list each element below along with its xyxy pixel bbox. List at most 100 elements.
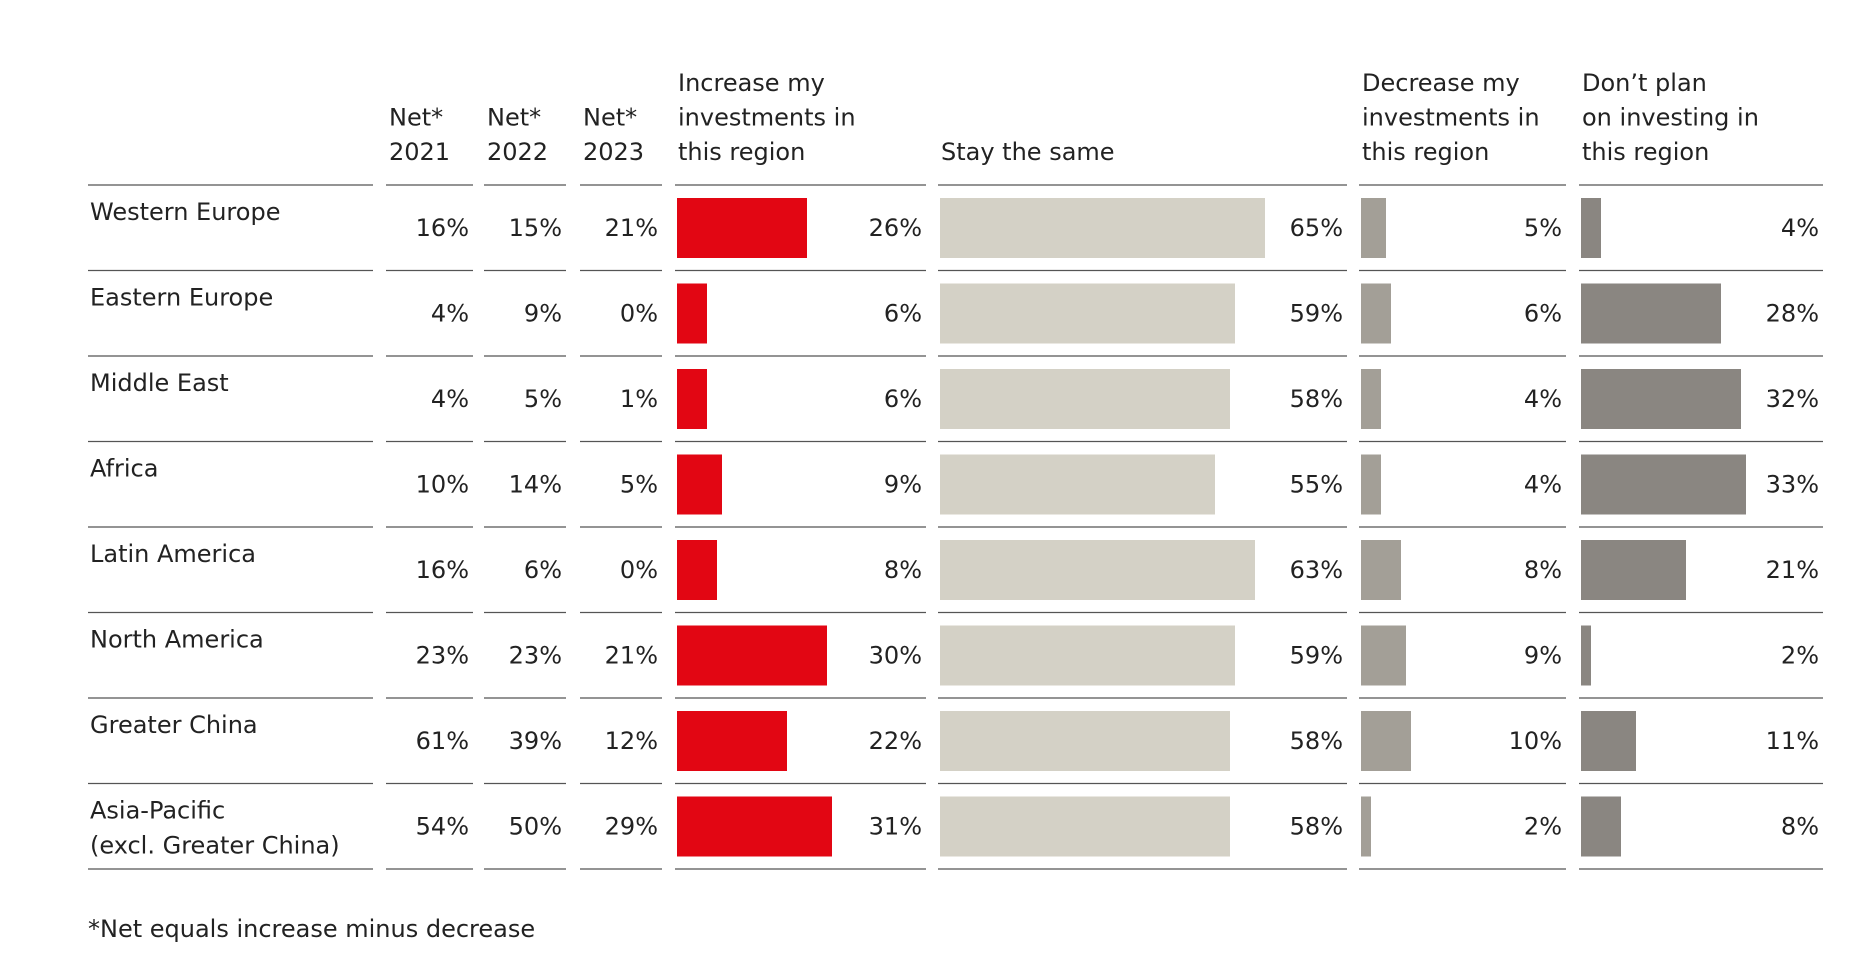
decrease-bar (1361, 796, 1371, 857)
header-decrease-line-2: investments in (1362, 104, 1540, 132)
header-net2023-line-1: Net* (583, 104, 637, 132)
net2023-value: 0% (620, 556, 658, 584)
header-net2021-line-2: 2021 (389, 138, 450, 166)
decrease-value: 2% (1524, 813, 1562, 841)
increase-value: 30% (869, 642, 922, 670)
decrease-bar (1361, 711, 1411, 771)
table-row: North America 23% 23% 21% 30% 59% 9% 2% (90, 625, 1819, 686)
increase-value: 26% (869, 214, 922, 242)
increase-value: 8% (884, 556, 922, 584)
header-noplan-line-3: this region (1582, 138, 1709, 166)
decrease-value: 6% (1524, 300, 1562, 328)
net2021-value: 4% (431, 300, 469, 328)
decrease-value: 5% (1524, 214, 1562, 242)
net2021-value: 4% (431, 385, 469, 413)
net2021-value: 16% (416, 556, 469, 584)
increase-value: 6% (884, 300, 922, 328)
increase-bar (677, 198, 807, 258)
net2023-value: 1% (620, 385, 658, 413)
decrease-value: 8% (1524, 556, 1562, 584)
same-bar (940, 796, 1230, 857)
region-label: Western Europe (90, 198, 280, 226)
decrease-bar (1361, 198, 1386, 258)
table-row: Eastern Europe 4% 9% 0% 6% 59% 6% 28% (90, 283, 1819, 344)
region-label: Africa (90, 455, 158, 483)
decrease-value: 10% (1509, 727, 1562, 755)
header-net2022-line-1: Net* (487, 104, 541, 132)
decrease-value: 4% (1524, 471, 1562, 499)
same-value: 58% (1290, 727, 1343, 755)
table-row: Greater China 61% 39% 12% 22% 58% 10% 11% (90, 711, 1819, 771)
increase-bar (677, 283, 707, 344)
decrease-bar (1361, 454, 1381, 515)
net2023-value: 0% (620, 300, 658, 328)
table-row: Latin America 16% 6% 0% 8% 63% 8% 21% (90, 540, 1819, 600)
noplan-value: 33% (1766, 471, 1819, 499)
region-label: Latin America (90, 540, 256, 568)
same-bar (940, 454, 1215, 515)
net2023-value: 5% (620, 471, 658, 499)
same-value: 58% (1290, 385, 1343, 413)
net2023-value: 21% (605, 214, 658, 242)
same-bar (940, 625, 1235, 686)
increase-bar (677, 796, 832, 857)
noplan-bar (1581, 283, 1721, 344)
table-row: Africa 10% 14% 5% 9% 55% 4% 33% (90, 454, 1819, 515)
header-net2023-line-2: 2023 (583, 138, 644, 166)
noplan-bar (1581, 625, 1591, 686)
header-increase-line-3: this region (678, 138, 805, 166)
net2022-value: 39% (509, 727, 562, 755)
net2022-value: 50% (509, 813, 562, 841)
increase-value: 22% (869, 727, 922, 755)
decrease-bar (1361, 283, 1391, 344)
net2021-value: 61% (416, 727, 469, 755)
footnote: *Net equals increase minus decrease (88, 915, 535, 943)
same-bar (940, 540, 1255, 600)
noplan-value: 28% (1766, 300, 1819, 328)
header-decrease-line-3: this region (1362, 138, 1489, 166)
region-label: Asia-Pacific (90, 797, 225, 825)
increase-value: 9% (884, 471, 922, 499)
header-increase-line-2: investments in (678, 104, 856, 132)
header-same-line-1: Stay the same (941, 138, 1115, 166)
decrease-value: 4% (1524, 385, 1562, 413)
header-increase-line-1: Increase my (678, 69, 825, 97)
net2022-value: 15% (509, 214, 562, 242)
decrease-bar (1361, 369, 1381, 429)
net2022-value: 9% (524, 300, 562, 328)
header-net2022-line-2: 2022 (487, 138, 548, 166)
same-value: 58% (1290, 813, 1343, 841)
region-label: North America (90, 626, 264, 654)
same-value: 63% (1290, 556, 1343, 584)
noplan-value: 8% (1781, 813, 1819, 841)
net2022-value: 6% (524, 556, 562, 584)
region-label: Eastern Europe (90, 284, 273, 312)
decrease-value: 9% (1524, 642, 1562, 670)
noplan-value: 4% (1781, 214, 1819, 242)
net2023-value: 12% (605, 727, 658, 755)
region-label: (excl. Greater China) (90, 832, 340, 860)
same-bar (940, 283, 1235, 344)
noplan-bar (1581, 198, 1601, 258)
net2022-value: 14% (509, 471, 562, 499)
net2021-value: 23% (416, 642, 469, 670)
net2023-value: 21% (605, 642, 658, 670)
table-rules (88, 184, 1823, 870)
same-bar (940, 711, 1230, 771)
header-decrease-line-1: Decrease my (1362, 69, 1520, 97)
header-noplan-line-2: on investing in (1582, 104, 1759, 132)
increase-bar (677, 625, 827, 686)
decrease-bar (1361, 540, 1401, 600)
noplan-value: 21% (1766, 556, 1819, 584)
noplan-value: 11% (1766, 727, 1819, 755)
same-value: 59% (1290, 642, 1343, 670)
noplan-bar (1581, 711, 1636, 771)
increase-value: 31% (869, 813, 922, 841)
same-value: 59% (1290, 300, 1343, 328)
same-value: 55% (1290, 471, 1343, 499)
table-row: Western Europe 16% 15% 21% 26% 65% 5% 4% (90, 198, 1819, 258)
increase-bar (677, 711, 787, 771)
net2023-value: 29% (605, 813, 658, 841)
